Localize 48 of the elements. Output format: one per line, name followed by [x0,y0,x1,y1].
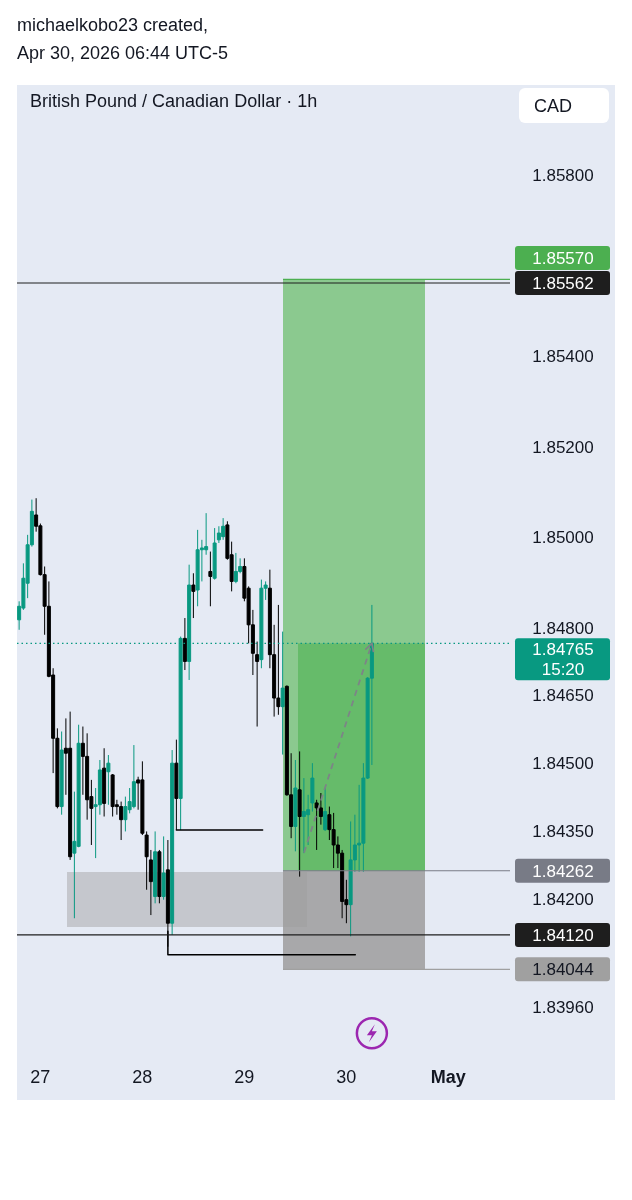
candlestick [102,747,107,818]
y-tick-label: 1.83960 [532,997,594,1017]
x-tick-label: 28 [132,1067,153,1087]
candlestick [301,777,306,854]
candlestick [276,604,281,716]
y-tick-label: 1.84350 [532,821,594,841]
x-tick-label: 27 [30,1067,51,1087]
candlestick [297,750,302,878]
chart-title: British Pound / Canadian Dollar · 1h [30,91,318,111]
candlestick [221,517,226,541]
y-tick-label: 1.84650 [532,685,594,705]
x-tick-label: 29 [234,1067,255,1087]
candlestick [157,849,162,904]
ref-line-label: 1.85562 [532,273,594,293]
ref-line-label: 1.85570 [532,248,594,268]
candlestick [119,801,124,841]
y-tick-label: 1.84800 [532,618,594,638]
candlestick [68,711,73,861]
candlestick [153,830,158,904]
y-tick-label: 1.85400 [532,346,594,366]
text: Apr 30, 2026 06:44 UTC-5 [17,43,229,63]
candlestick [195,529,200,607]
y-axis-title: CAD [534,95,573,116]
y-tick-label: 1.84500 [532,753,594,773]
candlestick [233,552,238,584]
candlestick [106,754,111,806]
candlestick [59,731,64,816]
x-tick-label: 30 [336,1067,357,1087]
ref-line-label: 1.84765 15:20 [532,639,594,679]
candlestick [161,835,166,901]
candlestick [131,744,136,809]
candlestick [212,527,217,581]
y-tick-label: 1.85800 [532,165,594,185]
text: michaelkobo23 created, [17,15,209,35]
y-tick-label: 1.84200 [532,889,594,909]
candlestick [170,749,175,936]
candlestick [110,773,115,818]
ref-line-label: 1.84262 [532,861,594,881]
ref-line-label: 1.84044 [532,959,594,979]
candlestick [208,551,213,607]
candlestick [182,617,187,671]
y-tick-label: 1.85200 [532,437,594,457]
candlestick [191,572,196,619]
ref-line-label: 1.84120 [532,925,594,945]
y-tick-label: 1.85000 [532,527,594,547]
x-tick-label: May [430,1067,466,1087]
candlestick [323,787,328,832]
candlestick [293,759,298,852]
